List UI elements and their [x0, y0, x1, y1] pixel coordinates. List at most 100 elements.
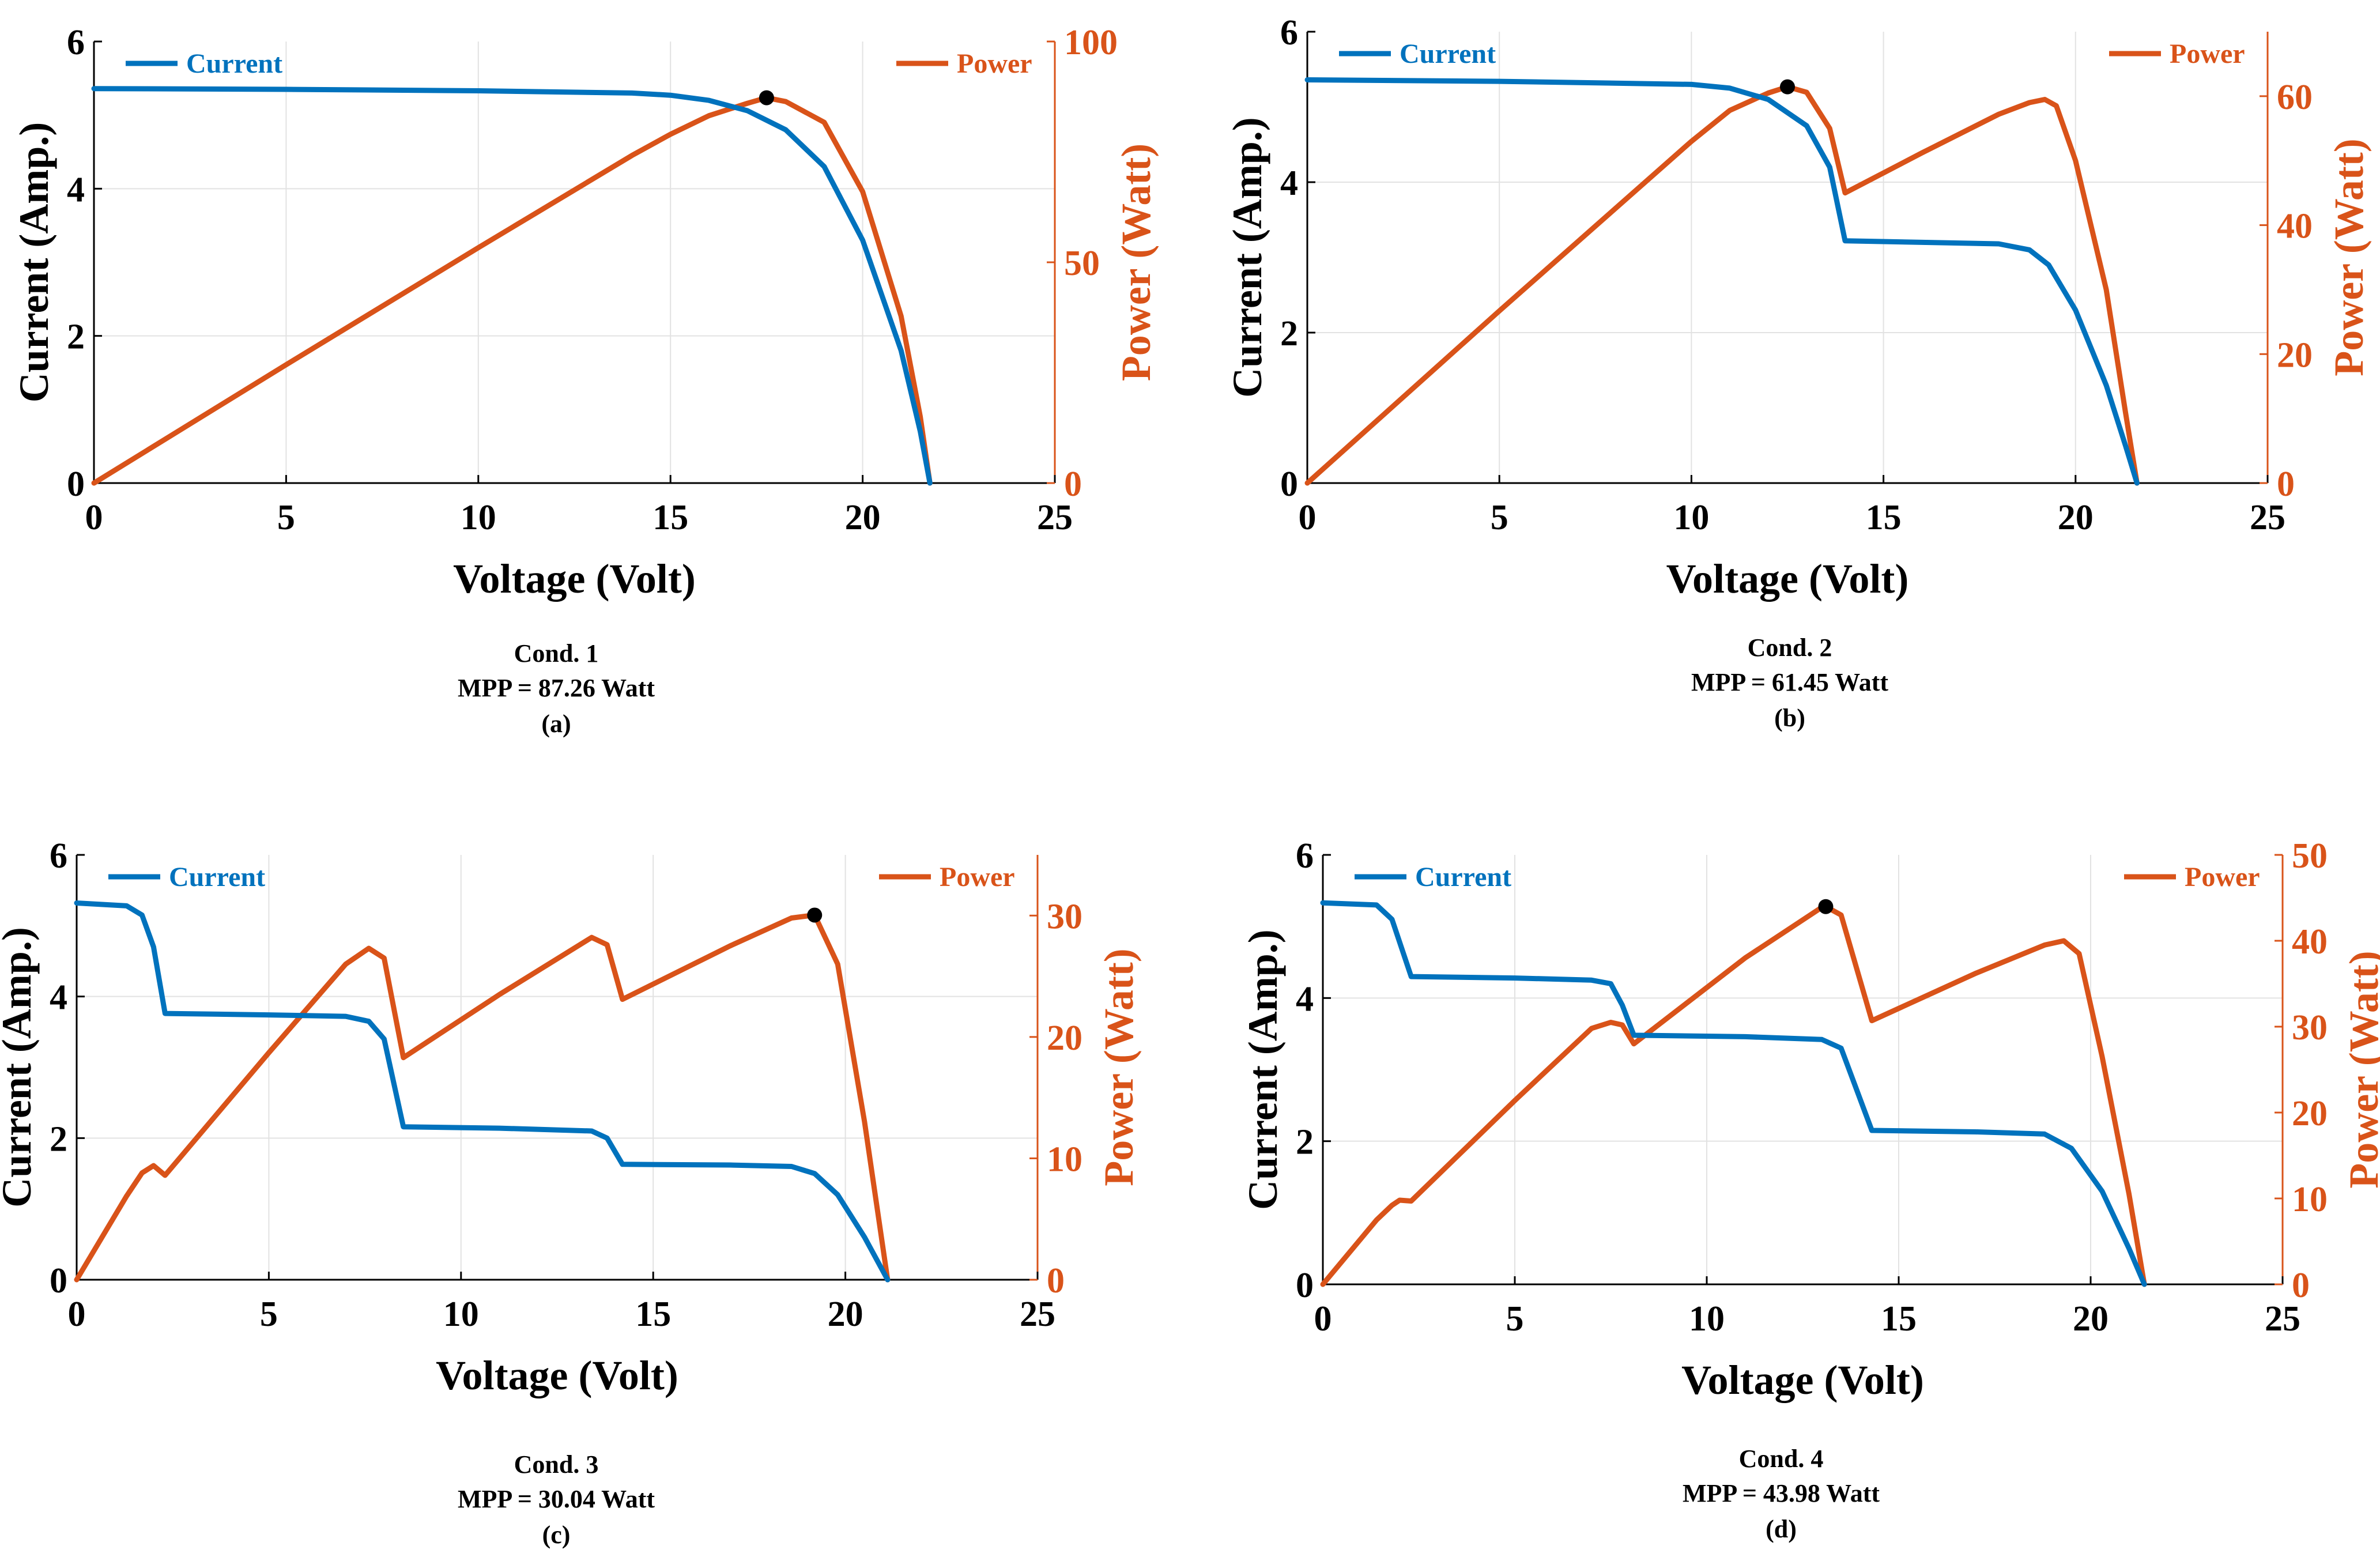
series-line-power: [1320, 904, 2147, 1287]
y-left-tick-label: 4: [50, 978, 67, 1017]
x-axis-title: Voltage (Volt): [453, 556, 696, 602]
y-left-tick-label: 0: [1280, 465, 1298, 504]
y-right-tick-label: 0: [2292, 1266, 2310, 1305]
x-tick-label: 0: [68, 1295, 86, 1334]
x-tick-label: 20: [845, 498, 881, 537]
panel-c-condition: Cond. 3: [514, 1450, 599, 1479]
y-right-tick-label: 30: [2292, 1008, 2328, 1047]
y-right-tick-label: 50: [1064, 244, 1100, 283]
x-tick-label: 10: [461, 498, 496, 537]
panel-d-mpp: MPP = 43.98 Watt: [1683, 1479, 1880, 1507]
y-left-tick-label: 0: [1296, 1266, 1314, 1305]
series-line-current: [91, 86, 933, 486]
y-left-axis-title: Current (Amp.): [1224, 117, 1270, 398]
y-left-tick-label: 4: [1280, 164, 1298, 203]
x-tick-label: 25: [2250, 498, 2285, 537]
x-tick-label: 15: [652, 498, 688, 537]
x-tick-label: 25: [2265, 1299, 2300, 1339]
x-tick-label: 10: [443, 1295, 479, 1334]
x-tick-label: 15: [1881, 1299, 1917, 1339]
x-axis-title: Voltage (Volt): [1681, 1357, 1924, 1403]
mpp-marker: [1780, 79, 1795, 95]
y-left-tick-label: 6: [67, 23, 85, 62]
legend-current-label: Current: [186, 48, 282, 79]
legend-current-label: Current: [169, 862, 265, 892]
x-tick-label: 5: [1506, 1299, 1524, 1339]
series-line-current: [1304, 77, 2140, 486]
panel-b-mpp: MPP = 61.45 Watt: [1691, 668, 1888, 696]
y-right-tick-label: 10: [1047, 1140, 1082, 1179]
y-left-tick-label: 4: [1296, 979, 1314, 1019]
legend-power-label: Power: [2185, 862, 2260, 892]
x-tick-label: 25: [1037, 498, 1073, 537]
legend-power-label: Power: [940, 862, 1015, 892]
mpp-marker: [1818, 899, 1834, 914]
mpp-marker: [759, 90, 774, 105]
panel-b-label: (b): [1774, 704, 1805, 732]
legend-current-label: Current: [1415, 862, 1511, 892]
x-tick-label: 5: [260, 1295, 278, 1334]
y-left-tick-label: 6: [1296, 836, 1314, 876]
mpp-marker: [807, 907, 823, 923]
y-right-tick-label: 0: [2277, 465, 2295, 504]
y-right-axis-title: Power (Watt): [1096, 948, 1142, 1186]
y-right-tick-label: 50: [2292, 836, 2328, 876]
y-left-axis-title: Current (Amp.): [0, 927, 40, 1208]
panel-d-condition: Cond. 4: [1739, 1445, 1824, 1473]
x-tick-label: 0: [1299, 498, 1317, 537]
series-line-current: [1320, 900, 2147, 1287]
y-left-tick-label: 2: [50, 1119, 67, 1159]
y-right-tick-label: 20: [2292, 1094, 2328, 1133]
x-tick-label: 0: [1314, 1299, 1332, 1339]
y-right-axis-title: Power (Watt): [1113, 144, 1159, 382]
legend-power-label: Power: [2170, 39, 2245, 69]
y-right-tick-label: 20: [1047, 1019, 1082, 1058]
x-tick-label: 15: [1866, 498, 1902, 537]
legend-power-label: Power: [957, 48, 1032, 79]
y-right-tick-label: 0: [1064, 465, 1082, 504]
y-left-tick-label: 2: [1296, 1123, 1314, 1162]
x-tick-label: 5: [1491, 498, 1508, 537]
x-tick-label: 20: [828, 1295, 863, 1334]
y-right-tick-label: 60: [2277, 78, 2313, 117]
panel-a-condition: Cond. 1: [514, 639, 599, 668]
panel-b-condition: Cond. 2: [1748, 634, 1832, 662]
series-line-current: [74, 900, 891, 1283]
y-right-tick-label: 30: [1047, 897, 1082, 936]
x-axis-title: Voltage (Volt): [436, 1352, 678, 1398]
y-left-tick-label: 6: [1280, 13, 1298, 52]
y-right-tick-label: 40: [2277, 207, 2313, 246]
y-left-tick-label: 2: [67, 318, 85, 357]
y-right-tick-label: 10: [2292, 1180, 2328, 1219]
y-right-axis-title: Power (Watt): [2341, 951, 2380, 1189]
legend-current-label: Current: [1400, 39, 1496, 69]
panel-a-mpp: MPP = 87.26 Watt: [458, 674, 655, 702]
panel-c-mpp: MPP = 30.04 Watt: [458, 1485, 655, 1513]
series-line-power: [1304, 84, 2140, 486]
x-tick-label: 0: [85, 498, 103, 537]
series-line-power: [91, 95, 933, 486]
panel-a-label: (a): [541, 710, 571, 738]
y-right-tick-label: 40: [2292, 922, 2328, 962]
y-right-tick-label: 20: [2277, 335, 2313, 375]
y-right-axis-title: Power (Watt): [2326, 138, 2372, 376]
y-left-axis-title: Current (Amp.): [11, 122, 57, 403]
y-left-tick-label: 2: [1280, 314, 1298, 353]
x-axis-title: Voltage (Volt): [1666, 556, 1909, 602]
y-right-tick-label: 0: [1047, 1261, 1065, 1300]
x-tick-label: 10: [1673, 498, 1709, 537]
x-tick-label: 5: [277, 498, 295, 537]
panel-c-label: (c): [542, 1521, 571, 1549]
y-left-tick-label: 4: [67, 170, 85, 209]
y-right-tick-label: 100: [1064, 23, 1118, 62]
x-tick-label: 20: [2073, 1299, 2109, 1339]
x-tick-label: 15: [635, 1295, 671, 1334]
